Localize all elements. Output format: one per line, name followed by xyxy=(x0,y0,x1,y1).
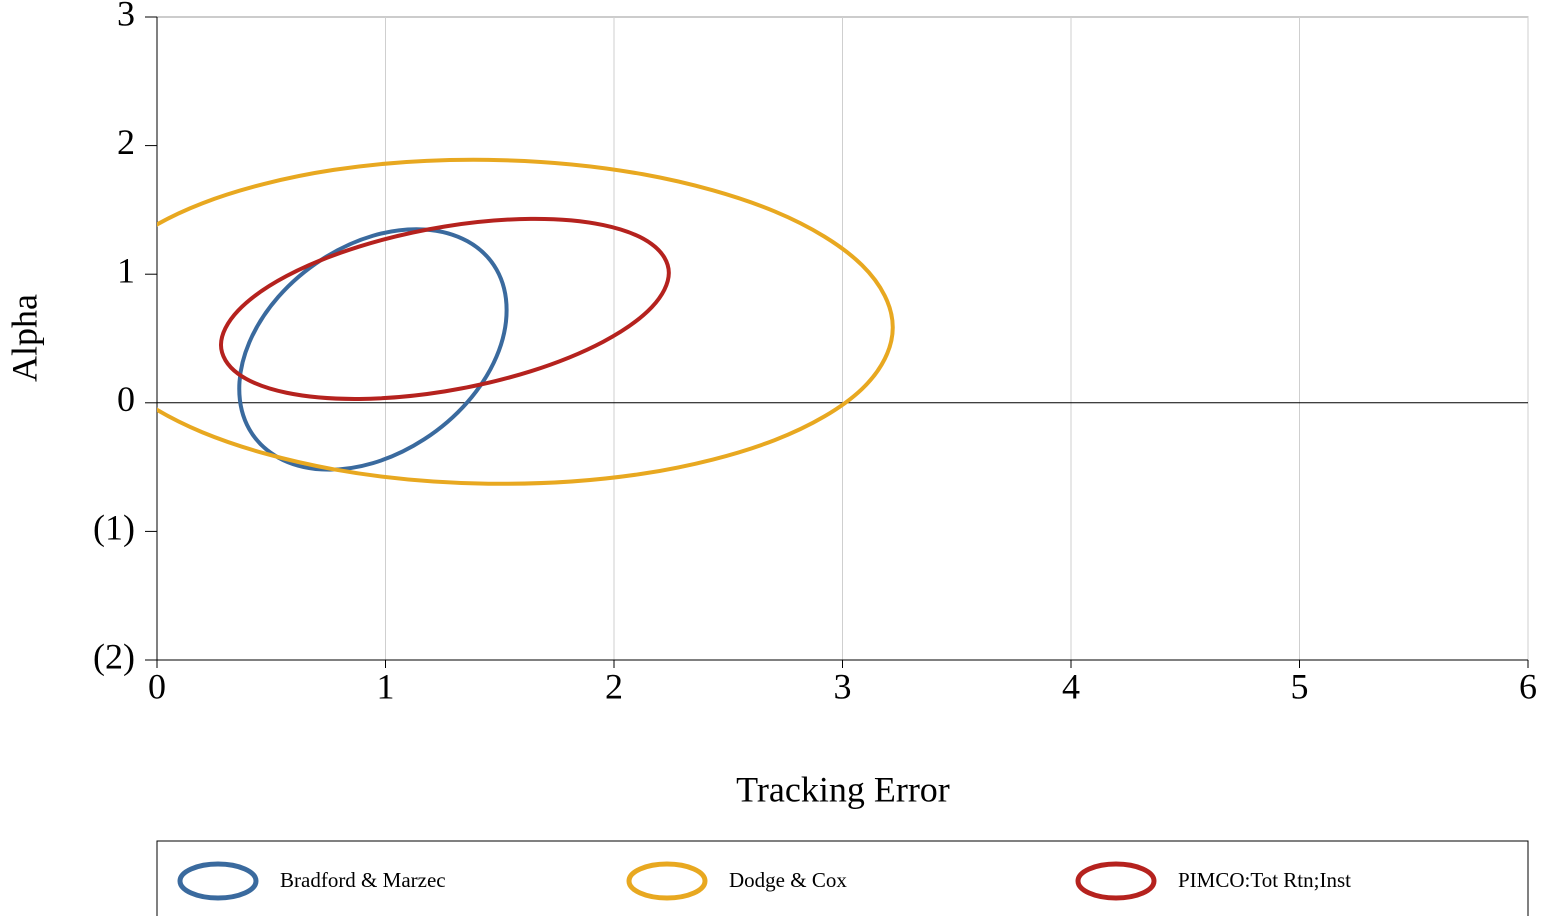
x-tick-label: 0 xyxy=(148,666,166,706)
y-tick-label: 3 xyxy=(117,0,135,33)
plot-area xyxy=(157,157,895,486)
x-tick-label: 5 xyxy=(1291,666,1309,706)
y-tick-label: 1 xyxy=(117,250,135,290)
series-curve xyxy=(237,227,509,472)
legend-label: Bradford & Marzec xyxy=(280,868,446,892)
legend-swatch xyxy=(177,861,259,901)
x-tick-label: 4 xyxy=(1062,666,1080,706)
y-tick-label: (1) xyxy=(93,508,135,548)
legend-box xyxy=(156,840,1529,916)
legend-label: Dodge & Cox xyxy=(729,868,847,892)
x-tick-label: 1 xyxy=(377,666,395,706)
legend-swatch xyxy=(1075,861,1157,901)
x-tick-label: 3 xyxy=(834,666,852,706)
series-curve xyxy=(157,157,895,486)
y-axis-title: Alpha xyxy=(4,294,44,382)
y-tick-label: 0 xyxy=(117,379,135,419)
legend-swatch xyxy=(626,861,708,901)
x-tick-label: 2 xyxy=(605,666,623,706)
series-curve xyxy=(218,216,671,401)
y-tick-label: 2 xyxy=(117,122,135,162)
y-tick-label: (2) xyxy=(93,636,135,676)
legend-label: PIMCO:Tot Rtn;Inst xyxy=(1178,868,1351,892)
x-tick-label: 6 xyxy=(1519,666,1537,706)
x-axis-title: Tracking Error xyxy=(736,769,950,809)
